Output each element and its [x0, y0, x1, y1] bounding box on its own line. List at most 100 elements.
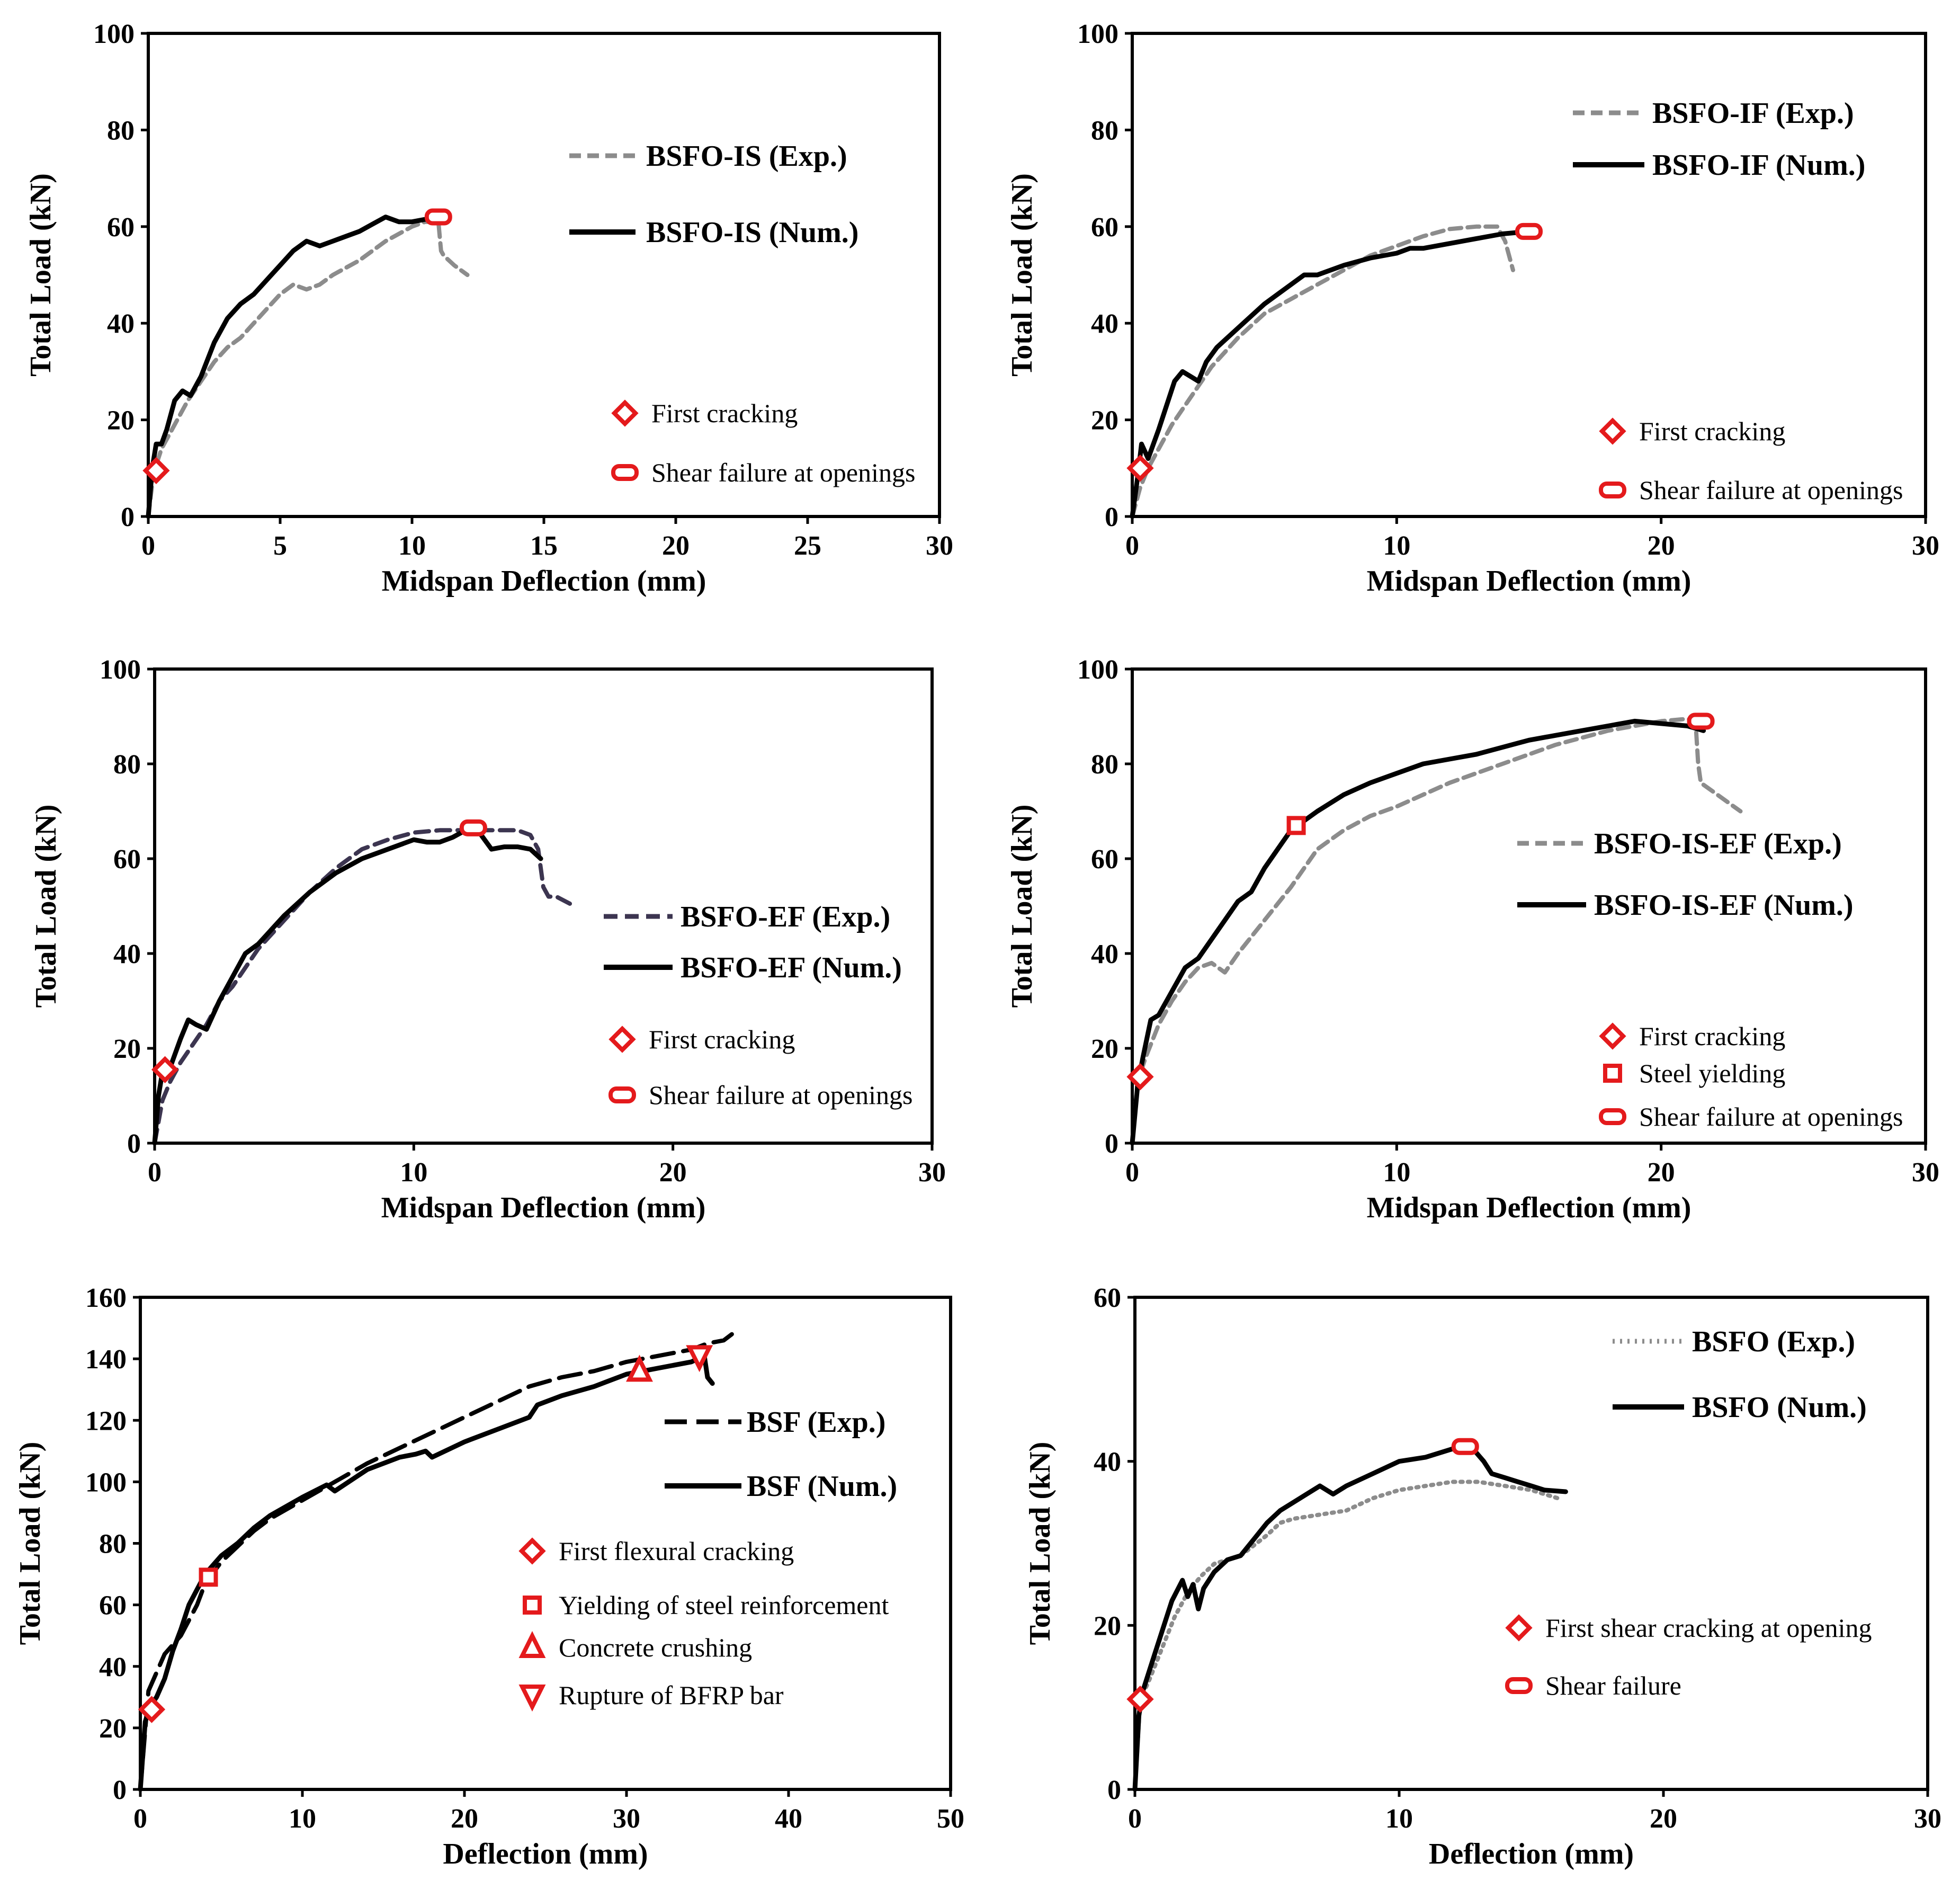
- y-tick-label: 80: [1091, 750, 1118, 780]
- y-tick-label: 80: [99, 1529, 127, 1560]
- marker-legend-label: Rupture of BFRP bar: [559, 1680, 784, 1710]
- legend-label: BSFO-IS-EF (Num.): [1594, 889, 1854, 922]
- x-axis-label: Midspan Deflection (mm): [1367, 1191, 1691, 1224]
- marker-legend-label: Shear failure: [1545, 1671, 1681, 1700]
- y-tick-label: 40: [107, 309, 135, 339]
- marker-legend-label: Yielding of steel reinforcement: [559, 1590, 889, 1620]
- y-tick-label: 140: [85, 1344, 127, 1375]
- y-tick-label: 0: [1105, 502, 1118, 532]
- marker-legend-symbol: [518, 1685, 546, 1712]
- series-line-num: [1130, 718, 1706, 1146]
- y-tick-label: 0: [1105, 1129, 1118, 1159]
- marker-legend-symbol: [1505, 1614, 1533, 1642]
- legend-label: BSFO-IS (Num.): [646, 216, 858, 249]
- y-tick-label: 40: [1091, 939, 1118, 969]
- marker-legend-symbol: [1599, 417, 1626, 445]
- marker-legend-label: Shear failure at openings: [1639, 475, 1903, 505]
- y-tick-label: 80: [1091, 115, 1118, 146]
- x-tick-label: 20: [1648, 1157, 1675, 1188]
- legend-label: BSFO (Num.): [1692, 1391, 1867, 1424]
- y-tick-label: 20: [113, 1034, 141, 1064]
- plot-frame: [139, 1296, 952, 1791]
- chart-panel-3: 0 10 20 30 0 20 40 60 80 100 Midspan Deflection (m…: [30, 655, 946, 1224]
- y-tick-label: 20: [1091, 406, 1118, 436]
- event-marker: [199, 1567, 218, 1587]
- event-marker: [459, 819, 487, 836]
- legend-label: BSFO-IF (Exp.): [1652, 97, 1854, 130]
- y-tick-label: 60: [107, 212, 135, 243]
- chart-panel-6: 0 10 20 30 0 20 40 60 Deflection (mm) Total Load …: [1024, 1283, 1941, 1870]
- event-marker: [686, 1345, 713, 1373]
- plot-frame: [153, 667, 934, 1145]
- series-line-exp: [153, 828, 577, 1145]
- x-tick-label: 20: [1648, 531, 1675, 561]
- x-tick-label: 20: [1650, 1804, 1677, 1834]
- x-tick-label: 30: [1914, 1804, 1941, 1834]
- event-marker: [1286, 816, 1306, 835]
- x-tick-label: 15: [530, 531, 558, 561]
- y-tick-label: 80: [113, 750, 141, 780]
- x-tick-label: 20: [451, 1804, 478, 1834]
- x-tick-label: 5: [273, 531, 287, 561]
- marker-legend-label: Shear failure at openings: [649, 1080, 912, 1110]
- plot-frame: [1131, 667, 1927, 1145]
- legend-label: BSFO-IF (Num.): [1652, 149, 1865, 182]
- marker-legend-symbol: [518, 1537, 546, 1565]
- y-tick-label: 0: [127, 1129, 141, 1159]
- event-marker: [1687, 712, 1715, 730]
- y-tick-label: 0: [121, 502, 135, 532]
- marker-legend-symbol: [1599, 482, 1626, 498]
- y-tick-label: 40: [1091, 309, 1118, 339]
- y-tick-label: 0: [1107, 1775, 1121, 1805]
- x-tick-label: 0: [141, 531, 155, 561]
- y-tick-label: 40: [99, 1652, 127, 1682]
- marker-legend-symbol: [1505, 1677, 1533, 1694]
- series-line-num: [152, 823, 543, 1146]
- legend-label: BSF (Exp.): [747, 1406, 885, 1439]
- marker-legend-label: First shear cracking at opening: [1545, 1613, 1872, 1643]
- marker-legend-symbol: [518, 1631, 546, 1658]
- chart-panel-1: 0 5 10 15 20 25 30 0 20 40 60 80 100 Midspan Deflecti…: [24, 19, 953, 598]
- x-tick-label: 10: [1383, 1157, 1410, 1188]
- chart-panel-5: 0 10 20 30 40 50 0 20 40 60 80 100 120 140 160 Deflecti…: [14, 1283, 964, 1870]
- y-axis-label: Total Load (kN): [24, 173, 57, 377]
- x-tick-label: 30: [613, 1804, 640, 1834]
- marker-legend-symbol: [1603, 1064, 1622, 1083]
- y-tick-label: 0: [113, 1775, 127, 1805]
- marker-legend-label: Shear failure at openings: [651, 458, 915, 487]
- marker-legend-symbol: [608, 1026, 636, 1053]
- series-line-exp: [1130, 224, 1515, 519]
- legend-label: BSFO-IS (Exp.): [646, 140, 847, 173]
- event-marker: [1515, 222, 1543, 240]
- x-tick-label: 0: [1125, 531, 1139, 561]
- event-marker: [151, 1056, 179, 1083]
- x-tick-label: 30: [918, 1157, 946, 1188]
- y-tick-label: 20: [1091, 1034, 1118, 1064]
- legend-label: BSF (Num.): [747, 1470, 897, 1503]
- marker-legend-label: First cracking: [1639, 1021, 1785, 1051]
- series-line-exp: [146, 219, 470, 519]
- x-tick-label: 10: [1383, 531, 1410, 561]
- y-tick-label: 60: [1094, 1283, 1121, 1313]
- x-tick-label: 0: [1125, 1157, 1139, 1188]
- x-axis-label: Deflection (mm): [443, 1838, 648, 1870]
- y-tick-label: 60: [99, 1591, 127, 1621]
- event-marker: [424, 208, 452, 226]
- legend-label: BSFO-EF (Exp.): [681, 901, 890, 933]
- y-axis-label: Total Load (kN): [14, 1442, 47, 1645]
- series-line-num: [138, 1353, 715, 1792]
- series-line-exp: [1130, 717, 1743, 1145]
- x-tick-label: 30: [1912, 1157, 1939, 1188]
- legend-label: BSFO-EF (Num.): [681, 951, 902, 984]
- y-tick-label: 100: [100, 655, 141, 685]
- x-axis-label: Midspan Deflection (mm): [1367, 565, 1691, 598]
- marker-legend-symbol: [611, 399, 639, 427]
- y-tick-label: 60: [1091, 844, 1118, 875]
- x-tick-label: 20: [662, 531, 690, 561]
- x-axis-label: Midspan Deflection (mm): [382, 565, 706, 598]
- chart-panel-2: 0 10 20 30 0 20 40 60 80 100 Midspan Deflection (m…: [1006, 19, 1939, 598]
- series-line-num: [1132, 1442, 1568, 1792]
- series-line-num: [146, 215, 441, 519]
- marker-legend-label: Steel yielding: [1639, 1058, 1785, 1088]
- x-tick-label: 0: [148, 1157, 162, 1188]
